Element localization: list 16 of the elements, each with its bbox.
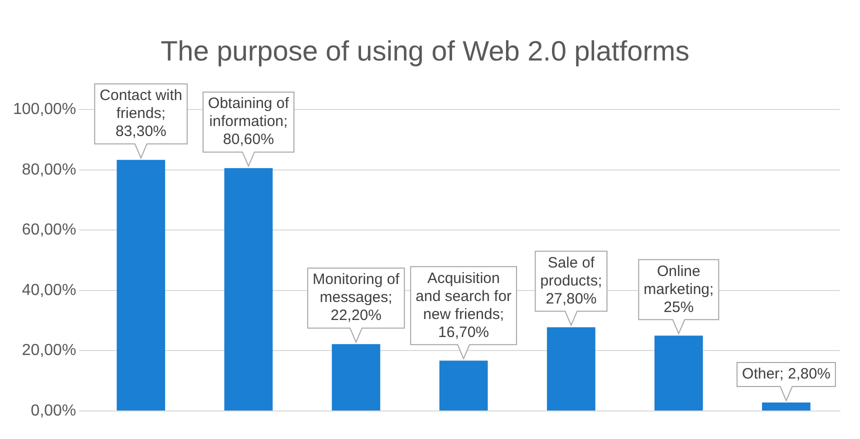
- data-label: Acquisition and search for new friends; 16,70%: [416, 270, 512, 341]
- data-label: Other; 2,80%: [742, 366, 830, 383]
- data-label: Obtaining of information; 80,60%: [208, 95, 290, 148]
- data-label: Monitoring of messages; 22,20%: [312, 271, 400, 324]
- y-tick-label: 60,00%: [22, 222, 76, 239]
- data-label: Sale of products; 27,80%: [540, 254, 602, 308]
- bar: [439, 360, 488, 410]
- y-tick-label: 80,00%: [22, 161, 76, 178]
- data-label: Online marketing; 25%: [644, 262, 714, 316]
- data-label: Contact with friends; 83,30%: [100, 87, 182, 140]
- y-tick-label: 0,00%: [30, 402, 76, 420]
- y-tick-label: 20,00%: [22, 342, 76, 360]
- chart-title: The purpose of using of Web 2.0 platforms: [160, 36, 690, 67]
- y-tick-label: 100,00%: [12, 101, 76, 118]
- bar: [762, 402, 810, 410]
- y-tick-label: 40,00%: [22, 282, 76, 299]
